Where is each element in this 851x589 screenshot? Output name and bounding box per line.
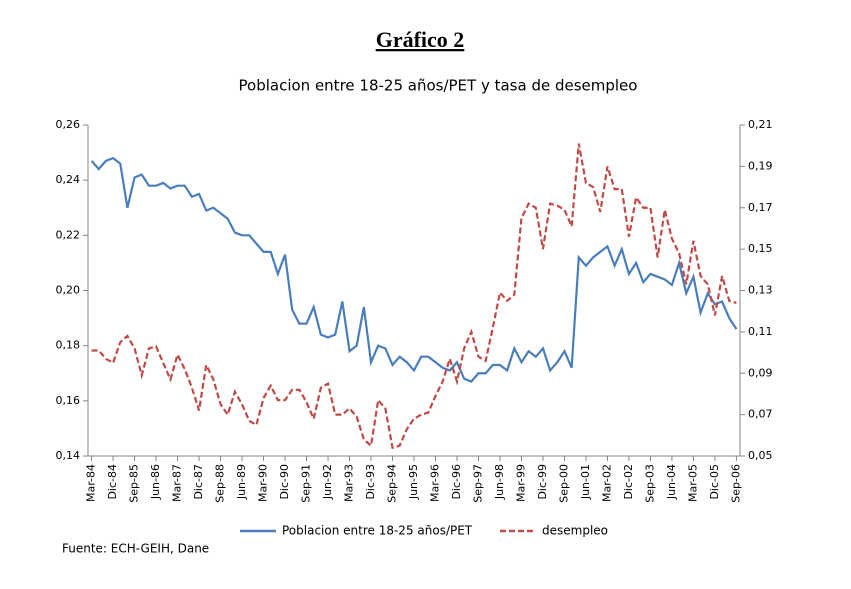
y2-tick-label: 0,05 xyxy=(748,449,773,462)
y2-tick-label: 0,21 xyxy=(748,118,773,131)
y2-tick-label: 0,17 xyxy=(748,201,773,214)
x-tick-label: Dic-99 xyxy=(536,464,549,500)
legend-label: Poblacion entre 18-25 años/PET xyxy=(282,524,473,538)
y-tick-label: 0,14 xyxy=(56,449,81,462)
x-tick-label: Sep-88 xyxy=(214,464,227,503)
y2-tick-label: 0,09 xyxy=(748,366,773,379)
y-tick-label: 0,24 xyxy=(56,173,81,186)
x-tick-label: Jun-89 xyxy=(235,464,248,500)
x-tick-label: Mar-90 xyxy=(257,464,270,502)
x-tick-label: Dic-90 xyxy=(278,464,291,500)
x-tick-label: Jun-98 xyxy=(493,464,506,500)
x-tick-label: Sep-03 xyxy=(643,464,656,503)
legend-label: desempleo xyxy=(542,524,608,538)
x-tick-label: Mar-99 xyxy=(514,464,527,502)
x-tick-label: Sep-91 xyxy=(300,464,313,503)
x-tick-label: Dic-93 xyxy=(364,464,377,500)
x-tick-label: Sep-97 xyxy=(471,464,484,503)
x-tick-label: Jun-95 xyxy=(407,464,420,500)
x-tick-label: Mar-84 xyxy=(85,464,98,502)
x-tick-label: Dic-02 xyxy=(622,464,635,500)
x-tick-label: Mar-02 xyxy=(600,464,613,502)
y-tick-label: 0,20 xyxy=(56,284,81,297)
x-tick-label: Sep-06 xyxy=(729,464,742,503)
series-line xyxy=(91,143,737,450)
x-tick-label: Dic-87 xyxy=(192,464,205,500)
source: Fuente: ECH-GEIH, Dane xyxy=(62,542,209,556)
x-tick-label: Sep-94 xyxy=(386,464,399,503)
chart-title: Gráfico 2 xyxy=(376,27,465,52)
y-tick-label: 0,18 xyxy=(56,339,81,352)
y2-tick-label: 0,19 xyxy=(748,159,773,172)
chart-subtitle: Poblacion entre 18-25 años/PET y tasa de… xyxy=(239,77,638,95)
x-tick-label: Mar-96 xyxy=(428,464,441,502)
x-tick-label: Mar-05 xyxy=(686,464,699,502)
y2-tick-label: 0,07 xyxy=(748,408,773,421)
x-tick-label: Jun-01 xyxy=(579,464,592,500)
x-tick-label: Jun-86 xyxy=(149,464,162,500)
x-tick-label: Mar-93 xyxy=(343,464,356,502)
x-tick-label: Mar-87 xyxy=(171,464,184,502)
series-line xyxy=(90,156,738,383)
y2-tick-label: 0,11 xyxy=(748,325,773,338)
x-tick-label: Jun-92 xyxy=(321,464,334,500)
x-tick-label: Dic-96 xyxy=(450,464,463,500)
x-tick-label: Jun-04 xyxy=(665,464,678,500)
y-tick-label: 0,26 xyxy=(56,118,81,131)
y2-tick-label: 0,13 xyxy=(748,284,773,297)
x-tick-label: Dic-84 xyxy=(106,464,119,500)
x-tick-label: Sep-85 xyxy=(128,464,141,503)
y2-tick-label: 0,15 xyxy=(748,242,773,255)
y-tick-label: 0,22 xyxy=(56,228,81,241)
x-tick-label: Dic-05 xyxy=(708,464,721,500)
x-tick-label: Sep-00 xyxy=(557,464,570,503)
y-tick-label: 0,16 xyxy=(56,394,81,407)
